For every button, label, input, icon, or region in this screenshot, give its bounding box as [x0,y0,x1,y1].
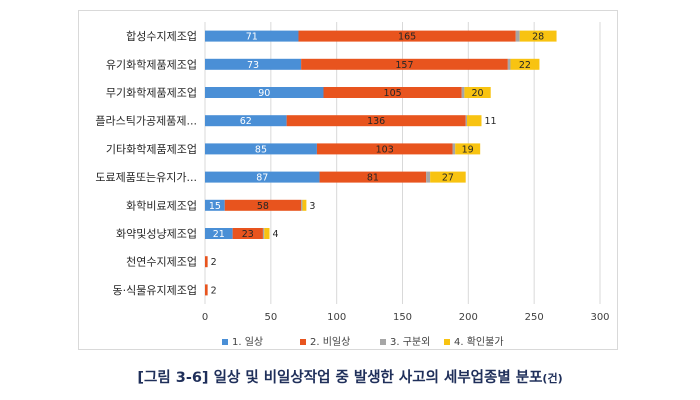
category-label: 무기화학제품제조업 [106,87,197,100]
data-label: 11 [485,116,497,127]
bar-segment [323,87,462,98]
bar-segment [286,115,466,127]
bar-segment [455,143,481,155]
x-tick-label: 0 [202,312,208,323]
bar-segment [316,143,453,155]
data-label: 71 [246,32,258,43]
x-tick-label: 50 [264,312,277,323]
data-label: 105 [384,88,402,99]
legend-swatch [380,339,386,345]
bar-segment [461,87,465,98]
legend-label: 3. 구분외 [390,336,430,348]
bar-segment [205,30,299,42]
bar-segment [464,87,491,98]
data-label: 3 [309,201,315,212]
bar-segment [426,171,431,183]
data-label: 157 [395,60,413,71]
data-label: 103 [376,144,394,155]
bar-segment [205,228,233,239]
bar-segment [262,228,265,239]
data-label: 90 [258,88,270,99]
data-label: 20 [472,88,484,99]
category-label: 유기화학제품제조업 [106,58,197,71]
x-tick-label: 300 [590,312,609,323]
data-label: 136 [367,116,385,127]
bar-segment [205,199,225,211]
x-tick-label: 150 [393,312,412,323]
data-label: 27 [442,173,454,184]
data-label: 28 [532,32,544,43]
bar-segment [232,228,263,239]
data-label: 62 [240,116,252,127]
bar-segment [205,256,208,268]
legend-swatch [222,339,228,345]
data-label: 58 [257,201,269,212]
data-label: 165 [398,32,416,43]
data-label: 2 [211,257,217,268]
bar-segment [205,171,320,183]
data-label: 2 [211,285,217,296]
category-label: 동·식물유지제조업 [113,284,197,297]
data-label: 23 [242,229,254,240]
bar-segment [301,58,508,70]
category-label: 화학비료제조업 [126,199,197,212]
figure-caption: [그림 3-6] 일상 및 비일상작업 중 발생한 사고의 세부업종별 분포(건… [0,366,700,387]
bar-segment [515,30,520,42]
data-label: 85 [255,144,267,155]
bar-segment [510,58,540,70]
bar-segment [519,30,557,42]
caption-unit: (건) [542,372,563,385]
category-label: 기타화학제품제조업 [106,143,197,156]
category-label: 도료제품또는유지가... [95,171,197,184]
bar-segment [452,143,456,155]
bar-segment [507,58,511,70]
bar-segment [205,58,302,70]
data-label: 19 [462,144,474,155]
data-label: 73 [247,60,259,71]
category-label: 천연수지제조업 [126,255,197,269]
data-label: 81 [367,173,379,184]
legend-swatch [444,339,450,345]
legend-label: 4. 확인불가 [454,336,504,348]
bar-segment [465,115,468,127]
legend-label: 1. 일상 [232,336,263,348]
data-label: 4 [273,229,279,240]
bar-segment [467,115,482,127]
bar-segment [264,228,270,239]
data-label: 15 [209,201,221,212]
bar-segment [205,115,287,127]
bar-segment [301,199,303,211]
data-label: 87 [256,173,268,184]
caption-main: [그림 3-6] 일상 및 비일상작업 중 발생한 사고의 세부업종별 분포 [137,370,543,386]
category-label: 화약및성냥제조업 [116,227,197,241]
category-label: 플라스틱가공제품제... [95,115,197,128]
bar-segment [205,284,208,296]
bar-segment [430,171,466,183]
x-tick-label: 200 [459,312,478,323]
category-label: 합성수지제조업 [126,30,197,43]
bar-segment [302,199,307,211]
bar-segment [205,143,317,155]
bar-segment [205,87,324,98]
legend-swatch [300,339,306,345]
x-tick-label: 250 [525,312,544,323]
x-tick-label: 100 [327,312,346,323]
data-label: 22 [519,60,531,71]
bar-segment [224,199,302,211]
legend-label: 2. 비일상 [310,336,350,348]
data-label: 21 [213,229,225,240]
bar-segment [319,171,427,183]
bar-segment [298,30,516,42]
